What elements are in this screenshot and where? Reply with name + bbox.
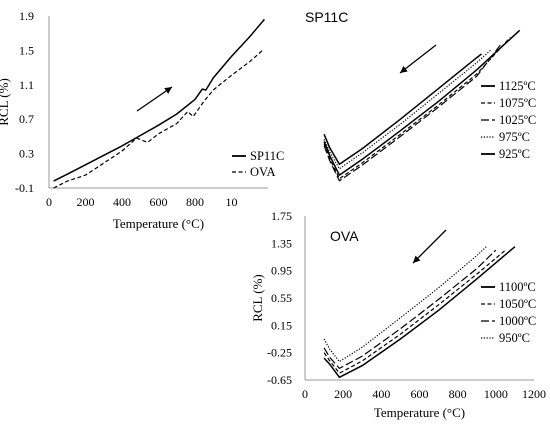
- y-tick-label: 1.75: [271, 209, 292, 223]
- y-tick-label: 0.55: [271, 291, 292, 305]
- y-tick-label: 0.15: [271, 318, 292, 332]
- series-line-1: [53, 18, 265, 182]
- y-tick-label: 0.95: [271, 264, 292, 278]
- legend-label: 925ºC: [499, 147, 530, 161]
- x-axis-label: Temperature (°C): [113, 216, 204, 231]
- legend-label: 1050ºC: [499, 297, 536, 311]
- x-tick-label: 600: [411, 387, 429, 401]
- series-line-4: [323, 246, 487, 363]
- series-line-4: [323, 49, 492, 170]
- series-line-2: [53, 49, 263, 189]
- y-tick-label: -0.25: [267, 346, 292, 360]
- legend-label: 1075ºC: [499, 96, 536, 110]
- legend-label: 975ºC: [499, 130, 530, 144]
- x-tick-label: 10: [226, 195, 238, 209]
- chart-title: SP11C: [305, 9, 348, 25]
- x-tick-label: 1000: [484, 387, 508, 401]
- legend-label: OVA: [250, 165, 275, 179]
- y-tick-label: 1.5: [19, 43, 34, 57]
- series-line-3: [323, 249, 497, 369]
- legend-label: 1000ºC: [499, 314, 536, 328]
- direction-arrow-head: [413, 255, 421, 263]
- x-tick-label: 200: [334, 387, 352, 401]
- y-tick-label: 1.1: [19, 78, 34, 92]
- chart-title: OVA: [330, 228, 359, 244]
- y-tick-label: 0.3: [19, 147, 34, 161]
- y-tick-label: 0.7: [19, 112, 34, 126]
- y-tick-label: 1.9: [19, 9, 34, 23]
- x-tick-label: 600: [150, 195, 168, 209]
- y-tick-label: -0.1: [15, 181, 34, 195]
- x-axis-label: Temperature (°C): [374, 405, 465, 420]
- x-tick-label: 400: [113, 195, 131, 209]
- x-tick-label: 400: [372, 387, 390, 401]
- y-axis-label: RCL (%): [0, 78, 11, 126]
- series-line-2: [323, 249, 506, 374]
- series-line-2: [323, 37, 511, 180]
- y-axis-label: RCL (%): [250, 274, 265, 322]
- direction-arrow-shaft: [412, 229, 447, 264]
- chart-panel-3: -0.65 -0.25 0.15 0.55 0.95 1.35 1.75 0 200 400 600…: [250, 209, 546, 420]
- direction-arrow-head: [400, 65, 408, 73]
- x-tick-label: 1200: [522, 387, 546, 401]
- x-tick-label: 800: [186, 195, 204, 209]
- series-line-1: [323, 29, 521, 176]
- series-line-1: [323, 246, 516, 379]
- x-tick-label: 0: [46, 195, 52, 209]
- y-tick-label: 1.35: [271, 236, 292, 250]
- legend-label: 1100ºC: [499, 280, 536, 294]
- direction-arrow-head: [164, 87, 172, 94]
- x-tick-label: 0: [302, 387, 308, 401]
- legend-label: 1025ºC: [499, 113, 536, 127]
- series-line-3: [323, 44, 502, 182]
- legend-label: 950ºC: [499, 331, 530, 345]
- legend-label: 1125ºC: [499, 79, 536, 93]
- direction-arrow-shaft: [399, 44, 437, 74]
- legend-label: SP11C: [250, 149, 284, 163]
- series-line-5: [323, 53, 482, 166]
- x-tick-label: 800: [449, 387, 467, 401]
- chart-panel-1: -0.1 0.3 0.7 1.1 1.5 1.9 0 200 400 600 800 10 Temper…: [0, 9, 284, 231]
- y-tick-label: -0.65: [267, 373, 292, 387]
- x-tick-label: 200: [77, 195, 95, 209]
- chart-panel-2: SP11C 1125ºC 1075ºC 1025ºC 975ºC 925ºC: [305, 9, 536, 182]
- direction-arrow-shaft: [136, 86, 173, 112]
